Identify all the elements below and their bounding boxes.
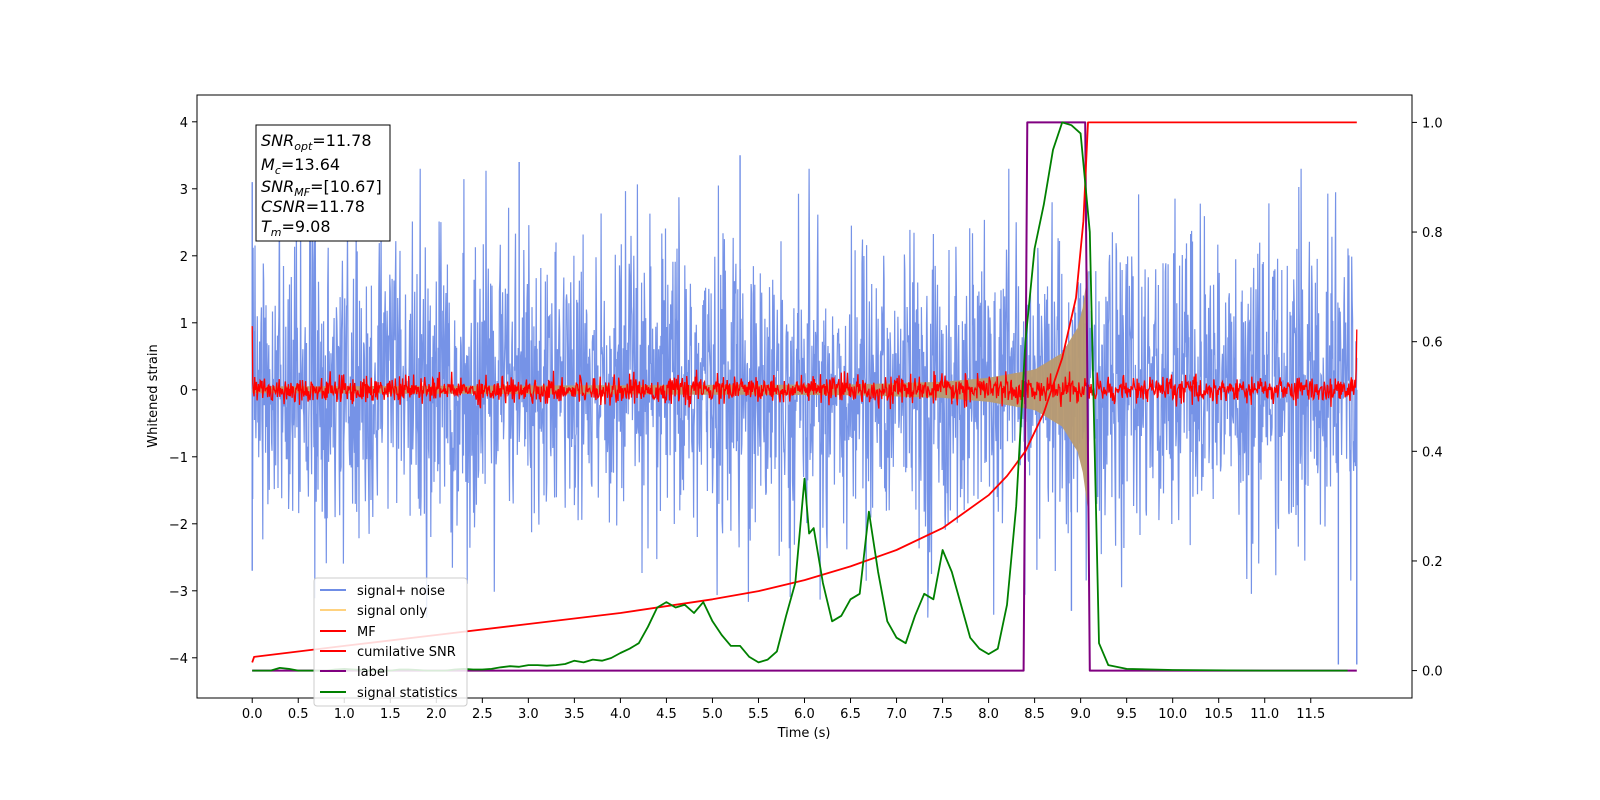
- x-tick-label: 5.0: [702, 707, 723, 722]
- series-label: [252, 121, 1357, 672]
- y-tick-label: −1: [169, 451, 188, 466]
- y-tick-label: −2: [169, 518, 188, 533]
- legend-entry-mf: MF: [320, 625, 376, 640]
- legend-entry-signal-only: signal only: [320, 604, 427, 619]
- x-tick-label: 5.5: [748, 707, 769, 722]
- annotation-snr-mf: SNRMF=[10.67]: [261, 177, 382, 199]
- x-tick-label: 11.5: [1296, 707, 1325, 722]
- legend-frame: [313, 577, 468, 707]
- x-tick-label: 6.0: [794, 707, 815, 722]
- annotation-snr-opt: SNRopt=11.78: [261, 131, 372, 153]
- x-tick-label: 2.0: [426, 707, 447, 722]
- x-tick-label: 10.0: [1158, 707, 1187, 722]
- x-tick-label: 9.5: [1116, 707, 1137, 722]
- y-tick-label: 4: [180, 116, 188, 131]
- y2-tick-label: 0.2: [1422, 555, 1443, 570]
- legend-label-signal-only: signal only: [357, 604, 427, 619]
- x-tick-label: 11.0: [1250, 707, 1279, 722]
- x-tick-label: 1.5: [380, 707, 401, 722]
- x-tick-label: 7.0: [886, 707, 907, 722]
- y2-tick-label: 0.6: [1422, 336, 1443, 351]
- x-tick-label: 0.5: [288, 707, 309, 722]
- legend-label-cumulative-snr: cumilative SNR: [357, 645, 456, 660]
- legend-entry-signal-statistics: signal statistics: [320, 686, 458, 701]
- x-tick-label: 0.0: [242, 707, 263, 722]
- legend-label-signal-statistics: signal statistics: [357, 686, 458, 701]
- y-axis-label: Whitened strain: [146, 344, 161, 447]
- y-tick-label: −3: [169, 585, 188, 600]
- x-tick-label: 3.5: [564, 707, 585, 722]
- x-tick-label: 1.0: [334, 707, 355, 722]
- x-tick-label: 8.5: [1024, 707, 1045, 722]
- y-tick-label: 1: [180, 317, 188, 332]
- legend-label-label: label: [357, 665, 388, 680]
- x-tick-label: 7.5: [932, 707, 953, 722]
- y-tick-label: 2: [180, 250, 188, 265]
- legend-entry-cumulative-snr: cumilative SNR: [320, 645, 456, 660]
- ticks-layer: 0.0 0.5 1.0 1.5 2.0 2.5 3.0 3.5 4.0 4.5 5.0 5.5 6.0 6…: [169, 116, 1443, 722]
- annotation-box: SNRopt=11.78 Mc=13.64 SNRMF=[10.67] CSNR…: [255, 124, 391, 242]
- legend-entry-label: label: [320, 665, 388, 680]
- x-tick-label: 2.5: [472, 707, 493, 722]
- y2-tick-label: 0.0: [1422, 665, 1443, 680]
- y2-tick-label: 1.0: [1422, 116, 1443, 131]
- x-tick-label: 8.0: [978, 707, 999, 722]
- annotation-tm: Tm=9.08: [261, 217, 331, 239]
- x-tick-label: 3.0: [518, 707, 539, 722]
- x-tick-label: 4.5: [656, 707, 677, 722]
- x-tick-label: 9.0: [1070, 707, 1091, 722]
- x-tick-label: 10.5: [1204, 707, 1233, 722]
- y2-tick-label: 0.8: [1422, 226, 1443, 241]
- y-tick-label: 0: [180, 384, 188, 399]
- legend-label-signal-noise: signal+ noise: [357, 584, 445, 599]
- series-mf: [251, 326, 1358, 410]
- x-tick-label: 4.0: [610, 707, 631, 722]
- legend-entry-signal-noise: signal+ noise: [320, 584, 445, 599]
- y2-tick-label: 0.4: [1422, 445, 1443, 460]
- x-tick-label: 6.5: [840, 707, 861, 722]
- x-axis-label: Time (s): [777, 726, 831, 741]
- y-tick-label: 3: [180, 183, 188, 198]
- annotation-mc: Mc=13.64: [261, 155, 340, 177]
- annotation-frame: [255, 124, 391, 242]
- y-tick-label: −4: [169, 652, 188, 667]
- series-signal-noise: [251, 168, 1358, 618]
- annotation-csnr: CSNR=11.78: [261, 197, 365, 216]
- legend-label-mf: MF: [357, 625, 376, 640]
- legend: signal+ noise signal only MF cumilative …: [313, 577, 468, 707]
